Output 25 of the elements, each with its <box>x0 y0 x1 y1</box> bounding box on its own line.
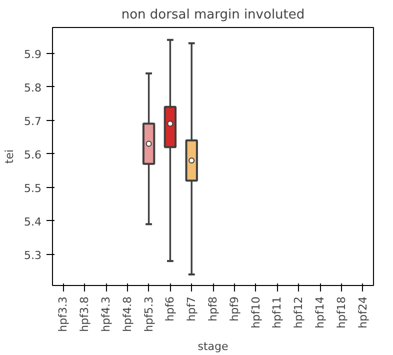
x-tick-label: hpf4.8 <box>120 296 134 332</box>
x-tick-label: hpf5.3 <box>142 296 156 332</box>
x-axis-title: stage <box>198 340 228 353</box>
x-tick-label: hpf9 <box>228 296 241 322</box>
y-tick-label: 5.5 <box>24 182 42 195</box>
y-axis-title: tei <box>3 149 16 164</box>
y-tick-label: 5.3 <box>24 248 42 262</box>
y-tick-label: 5.9 <box>24 48 42 61</box>
x-tick-label: hpf18 <box>334 296 348 328</box>
x-tick-label: hpf8 <box>206 296 220 322</box>
y-tick-label: 5.8 <box>24 81 42 94</box>
y-tick-label: 5.4 <box>24 215 42 228</box>
x-tick-label: hpf7 <box>185 296 198 322</box>
x-tick-label: hpf3.3 <box>56 296 70 332</box>
x-tick-label: hpf10 <box>249 296 262 328</box>
x-tick-label: hpf3.8 <box>78 296 92 332</box>
chart-title: non dorsal margin involuted <box>121 8 305 22</box>
x-tick-label: hpf4.3 <box>100 296 112 332</box>
x-tick-label: hpf24 <box>356 296 370 328</box>
x-tick-label: hpf14 <box>314 296 326 328</box>
x-tick-label: hpf6 <box>164 296 177 322</box>
x-tick-label: hpf11 <box>270 296 284 328</box>
y-tick-label: 5.6 <box>24 148 42 162</box>
y-tick-label: 5.7 <box>24 114 42 128</box>
x-tick-label: hpf12 <box>292 296 306 328</box>
